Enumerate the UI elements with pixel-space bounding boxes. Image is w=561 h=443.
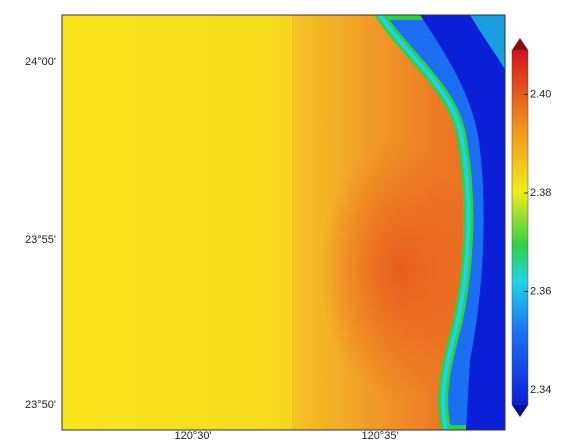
colorbar-tick-label: 2.40	[530, 88, 551, 100]
lat-label: 24°00'	[25, 56, 56, 68]
colorbar: 2.34 2.36 2.38 2.40	[512, 38, 551, 417]
lat-label: 23°55'	[25, 234, 56, 246]
map-raster	[62, 15, 505, 430]
lon-label: 120°30'	[174, 430, 211, 442]
colorbar-tick-label: 2.36	[530, 286, 551, 298]
colorbar-tick-label: 2.34	[530, 384, 551, 396]
map-figure: 24°00' 23°55' 23°50' 120°30' 120°35' 2.3…	[0, 0, 561, 443]
colorbar-tick-label: 2.38	[530, 187, 551, 199]
lat-label: 23°50'	[25, 399, 56, 411]
lon-label: 120°35'	[361, 430, 398, 442]
